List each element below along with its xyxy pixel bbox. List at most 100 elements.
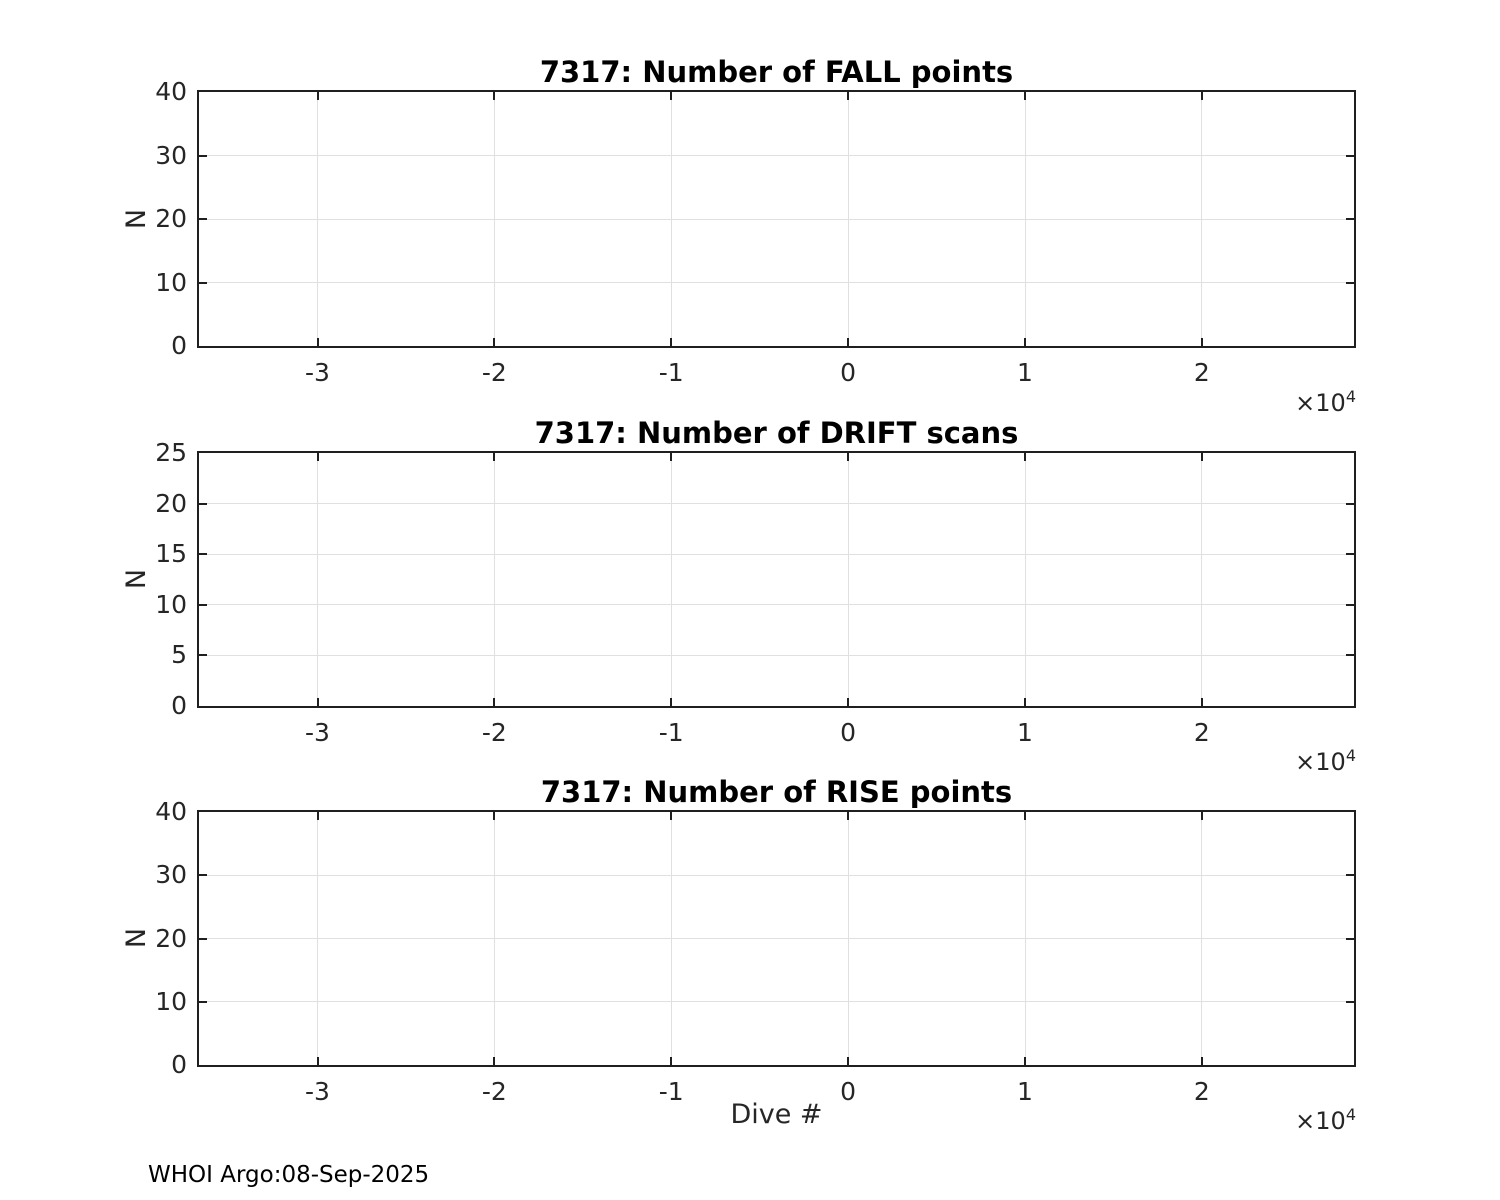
x-gridline: [847, 453, 849, 706]
x-tick-mark-bottom: [847, 698, 850, 706]
x-tick-mark-bottom: [1024, 698, 1026, 706]
multiplier-base: ×10: [1295, 748, 1346, 776]
x-tick-label: 0: [840, 358, 857, 387]
x-tick-mark-bottom: [847, 338, 850, 346]
x-tick-label: 2: [1193, 358, 1210, 387]
y-gridline: [199, 503, 1354, 505]
y-gridline: [199, 218, 1354, 220]
y-gridline: [199, 282, 1354, 283]
x-tick-label: 1: [1017, 358, 1033, 387]
x-tick-label: 0: [840, 1077, 857, 1106]
x-tick-mark-top: [1024, 453, 1026, 461]
y-tick-label: 5: [171, 640, 187, 670]
figure-footer: WHOI Argo:08-Sep-2025: [148, 1162, 430, 1188]
y-tick-mark-right: [1346, 654, 1354, 657]
x-tick-mark-bottom: [493, 698, 496, 706]
y-tick-mark-left: [199, 553, 207, 556]
multiplier-exponent: 4: [1345, 746, 1356, 765]
y-tick-mark-right: [1346, 1000, 1354, 1003]
x-tick-mark-bottom: [670, 1057, 673, 1065]
y-tick-mark-right: [1346, 553, 1354, 556]
y-tick-label: 30: [155, 140, 187, 170]
x-tick-label: -1: [658, 358, 684, 387]
x-tick-mark-top: [1024, 812, 1026, 820]
x-tick-mark-bottom: [316, 1057, 319, 1065]
y-tick-mark-right: [1346, 603, 1354, 606]
y-tick-mark-left: [199, 281, 207, 284]
multiplier-exponent: 4: [1345, 387, 1356, 406]
y-tick-mark-right: [1346, 937, 1354, 940]
x-tick-mark-bottom: [847, 1057, 850, 1065]
x-gridline: [1024, 453, 1026, 706]
x-axis-multiplier-fall: ×104: [1236, 382, 1356, 418]
x-tick-mark-top: [316, 92, 319, 100]
x-tick-mark-top: [847, 453, 850, 461]
y-tick-label: 0: [171, 691, 187, 720]
x-tick-mark-top: [493, 92, 496, 100]
x-axis-multiplier-rise: ×104: [1236, 1100, 1356, 1136]
x-tick-mark-top: [1024, 92, 1026, 100]
y-tick-mark-right: [1346, 218, 1354, 220]
x-tick-mark-bottom: [1024, 1057, 1026, 1065]
x-gridline: [670, 453, 672, 706]
y-gridline: [199, 604, 1354, 606]
x-tick-label: -3: [305, 358, 330, 387]
x-axis-multiplier-drift: ×104: [1236, 741, 1356, 777]
y-tick-label: 10: [155, 589, 187, 619]
x-tick-label: -3: [305, 1077, 330, 1106]
y-gridline: [199, 938, 1354, 939]
y-tick-mark-right: [1346, 502, 1354, 505]
x-tick-mark-bottom: [316, 698, 319, 706]
y-tick-label: 20: [155, 923, 187, 953]
y-tick-label: 40: [155, 77, 187, 106]
x-tick-mark-top: [670, 92, 673, 100]
y-tick-label: 0: [171, 1050, 187, 1079]
y-tick-label: 0: [171, 331, 187, 360]
plot-title-rise: 7317: Number of RISE points: [540, 775, 1013, 809]
multiplier-base: ×10: [1295, 389, 1346, 417]
y-tick-mark-right: [1346, 154, 1354, 157]
x-gridline: [493, 453, 495, 706]
y-tick-label: 40: [155, 797, 187, 826]
plot-area-drift: [197, 451, 1356, 708]
multiplier-exponent: 4: [1345, 1105, 1356, 1124]
y-tick-label: 10: [155, 986, 187, 1016]
x-tick-mark-top: [847, 92, 850, 100]
x-tick-mark-top: [316, 453, 319, 461]
x-tick-label: 1: [1017, 718, 1033, 747]
y-tick-mark-left: [199, 603, 207, 606]
x-tick-mark-bottom: [670, 698, 673, 706]
y-gridline: [199, 654, 1354, 656]
y-gridline: [199, 874, 1354, 876]
x-tick-mark-bottom: [316, 338, 319, 346]
x-tick-label: -1: [658, 1077, 684, 1106]
x-tick-mark-top: [1200, 92, 1203, 100]
x-axis-label: Dive #: [730, 1099, 823, 1130]
x-tick-label: -2: [481, 358, 507, 387]
x-tick-mark-top: [493, 453, 496, 461]
x-tick-mark-top: [670, 812, 673, 820]
y-tick-label: 20: [155, 204, 187, 233]
y-tick-mark-left: [199, 874, 207, 877]
x-gridline: [1201, 453, 1203, 706]
x-tick-mark-bottom: [670, 338, 673, 346]
x-tick-label: 0: [840, 718, 857, 747]
multiplier-base: ×10: [1295, 1107, 1346, 1135]
y-tick-mark-left: [199, 937, 207, 940]
x-tick-mark-bottom: [1200, 1057, 1203, 1065]
plot-title-fall: 7317: Number of FALL points: [539, 55, 1014, 89]
x-tick-label: -1: [658, 718, 684, 747]
x-tick-label: 2: [1193, 718, 1210, 747]
x-tick-mark-top: [316, 812, 319, 820]
y-tick-label: 15: [155, 539, 187, 569]
plot-area-rise: [197, 810, 1356, 1067]
y-tick-mark-left: [199, 218, 207, 220]
y-tick-label: 10: [155, 267, 187, 297]
x-tick-label: 1: [1017, 1077, 1033, 1106]
y-gridline: [199, 553, 1354, 555]
x-tick-mark-top: [847, 812, 850, 820]
plot-title-drift: 7317: Number of DRIFT scans: [534, 416, 1019, 450]
x-tick-label: -3: [305, 718, 330, 747]
x-gridline: [317, 453, 318, 706]
